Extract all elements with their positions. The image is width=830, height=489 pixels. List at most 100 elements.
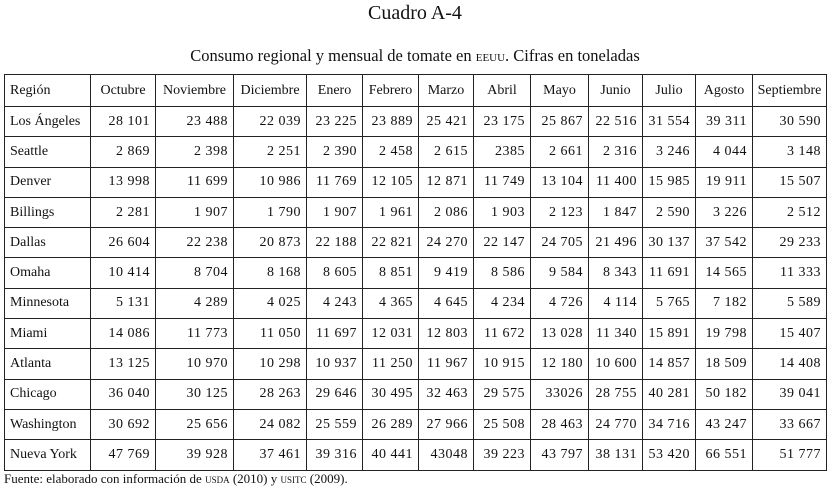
value-cell: 8 704 — [155, 257, 234, 289]
value-cell: 32 463 — [418, 378, 474, 410]
source-text-mid: (2010) y — [229, 471, 281, 486]
value-cell: 8 343 — [588, 257, 643, 289]
value-cell: 39 041 — [752, 378, 827, 410]
region-cell: Los Ángeles — [4, 105, 91, 138]
value-cell: 2 661 — [530, 136, 589, 168]
value-cell: 4 044 — [695, 136, 753, 168]
value-cell: 30 137 — [642, 227, 696, 259]
value-cell: 22 039 — [233, 105, 307, 138]
value-cell: 14 857 — [642, 348, 696, 380]
value-cell: 26 289 — [362, 408, 419, 441]
value-cell: 19 911 — [695, 166, 753, 198]
value-cell: 2 281 — [90, 196, 156, 229]
value-cell: 11 697 — [306, 318, 363, 350]
value-cell: 2 398 — [155, 136, 234, 168]
value-cell: 4 289 — [155, 287, 234, 320]
region-cell: Chicago — [4, 378, 91, 410]
value-cell: 2 086 — [418, 196, 474, 229]
value-cell: 21 496 — [588, 227, 643, 259]
table-row: Dallas 26 604 22 238 20 873 22 188 22 821 24 2… — [4, 227, 827, 259]
value-cell: 23 488 — [155, 105, 234, 138]
value-cell: 24 705 — [530, 227, 589, 259]
value-cell: 47 769 — [90, 439, 156, 471]
value-cell: 10 298 — [233, 348, 307, 380]
value-cell: 25 656 — [155, 408, 234, 441]
table-row: Nueva York 47 769 39 928 37 461 39 316 40 441… — [4, 439, 827, 471]
value-cell: 18 509 — [695, 348, 753, 380]
source-text: Fuente: elaborado con información de — [4, 471, 206, 486]
value-cell: 38 131 — [588, 439, 643, 471]
value-cell: 28 101 — [90, 105, 156, 138]
value-cell: 12 871 — [418, 166, 474, 198]
value-cell: 40 441 — [362, 439, 419, 471]
value-cell: 37 461 — [233, 439, 307, 471]
value-cell: 11 773 — [155, 318, 234, 350]
value-cell: 11 340 — [588, 318, 643, 350]
column-header: Marzo — [418, 74, 474, 107]
value-cell: 53 420 — [642, 439, 696, 471]
value-cell: 22 516 — [588, 105, 643, 138]
value-cell: 28 463 — [530, 408, 589, 441]
value-cell: 10 986 — [233, 166, 307, 198]
value-cell: 4 365 — [362, 287, 419, 320]
value-cell: 22 821 — [362, 227, 419, 259]
value-cell: 8 168 — [233, 257, 307, 289]
value-cell: 23 175 — [473, 105, 531, 138]
value-cell: 3 246 — [642, 136, 696, 168]
value-cell: 12 180 — [530, 348, 589, 380]
column-header: Septiembre — [752, 74, 827, 107]
value-cell: 43 247 — [695, 408, 753, 441]
value-cell: 19 798 — [695, 318, 753, 350]
subtitle-country: EEUU — [475, 48, 506, 65]
value-cell: 7 182 — [695, 287, 753, 320]
region-cell: Omaha — [4, 257, 91, 289]
value-cell: 30 495 — [362, 378, 419, 410]
column-header: Abril — [473, 74, 531, 107]
header-row: Región Octubre Noviembre Diciembre Enero Febr… — [4, 74, 827, 107]
region-cell: Seattle — [4, 136, 91, 168]
value-cell: 11 333 — [752, 257, 827, 289]
value-cell: 25 508 — [473, 408, 531, 441]
value-cell: 34 716 — [642, 408, 696, 441]
value-cell: 9 584 — [530, 257, 589, 289]
column-header: Agosto — [695, 74, 753, 107]
value-cell: 8 605 — [306, 257, 363, 289]
column-header: Noviembre — [155, 74, 234, 107]
value-cell: 11 050 — [233, 318, 307, 350]
value-cell: 10 414 — [90, 257, 156, 289]
value-cell: 11 749 — [473, 166, 531, 198]
value-cell: 25 421 — [418, 105, 474, 138]
value-cell: 15 507 — [752, 166, 827, 198]
value-cell: 1 907 — [306, 196, 363, 229]
value-cell: 1 903 — [473, 196, 531, 229]
value-cell: 15 407 — [752, 318, 827, 350]
value-cell: 22 188 — [306, 227, 363, 259]
value-cell: 1 961 — [362, 196, 419, 229]
column-header: Julio — [642, 74, 696, 107]
value-cell: 12 105 — [362, 166, 419, 198]
value-cell: 24 082 — [233, 408, 307, 441]
consumption-table: Región Octubre Noviembre Diciembre Enero Febr… — [4, 74, 827, 471]
value-cell: 25 559 — [306, 408, 363, 441]
value-cell: 10 970 — [155, 348, 234, 380]
region-cell: Miami — [4, 318, 91, 350]
value-cell: 5 589 — [752, 287, 827, 320]
region-cell: Denver — [4, 166, 91, 198]
value-cell: 14 086 — [90, 318, 156, 350]
value-cell: 30 692 — [90, 408, 156, 441]
value-cell: 30 590 — [752, 105, 827, 138]
value-cell: 28 755 — [588, 378, 643, 410]
value-cell: 15 891 — [642, 318, 696, 350]
column-header: Enero — [306, 74, 363, 107]
value-cell: 11 672 — [473, 318, 531, 350]
value-cell: 2 458 — [362, 136, 419, 168]
source-usitc: USITC — [280, 472, 307, 486]
region-cell: Dallas — [4, 227, 91, 259]
value-cell: 14 408 — [752, 348, 827, 380]
value-cell: 2 316 — [588, 136, 643, 168]
value-cell: 3 148 — [752, 136, 827, 168]
value-cell: 15 985 — [642, 166, 696, 198]
source-note: Fuente: elaborado con información de USD… — [4, 471, 348, 487]
value-cell: 22 147 — [473, 227, 531, 259]
column-header: Febrero — [362, 74, 419, 107]
